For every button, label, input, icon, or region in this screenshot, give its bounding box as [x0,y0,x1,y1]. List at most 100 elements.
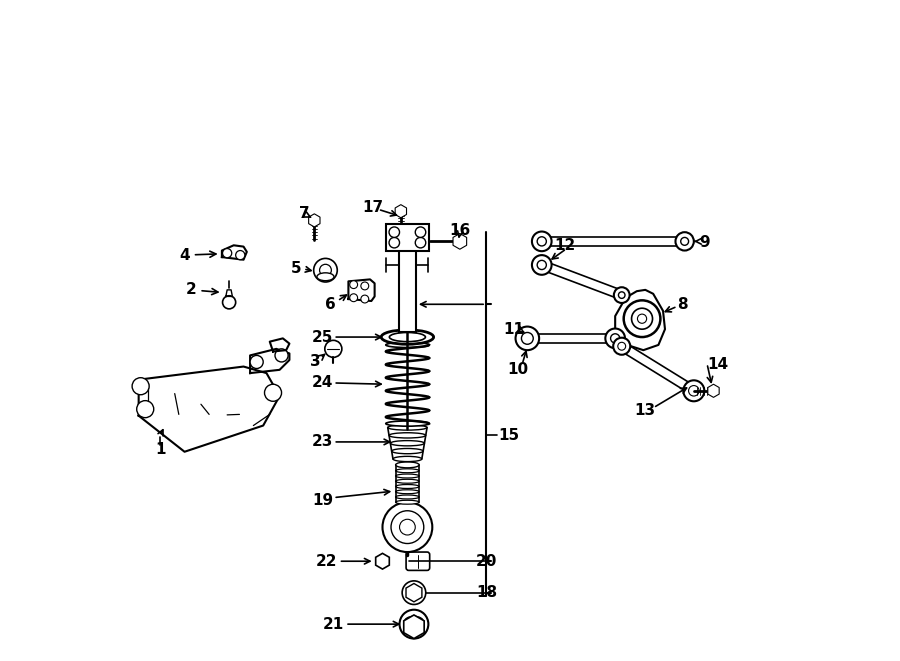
Circle shape [275,349,288,362]
Circle shape [618,292,625,298]
Circle shape [415,237,426,248]
Circle shape [532,231,552,251]
Circle shape [350,281,357,289]
Ellipse shape [396,490,419,494]
Text: 19: 19 [312,493,333,508]
Circle shape [250,356,263,369]
Circle shape [400,520,415,535]
Polygon shape [375,553,390,569]
Text: 16: 16 [449,223,471,239]
Text: 12: 12 [554,238,576,253]
Circle shape [637,314,646,323]
Ellipse shape [396,474,419,478]
Polygon shape [453,233,466,249]
Ellipse shape [391,441,425,446]
Circle shape [532,255,552,275]
Text: 8: 8 [678,297,688,312]
Polygon shape [404,615,424,639]
Circle shape [222,295,236,309]
Circle shape [132,377,149,395]
Circle shape [610,334,620,343]
Circle shape [516,327,539,350]
Polygon shape [616,290,665,350]
Circle shape [614,288,630,303]
Circle shape [379,558,386,564]
Ellipse shape [317,273,334,281]
Text: 5: 5 [291,261,302,276]
Circle shape [137,401,154,418]
Text: 17: 17 [362,200,383,215]
Circle shape [617,342,626,350]
Text: 6: 6 [325,297,336,312]
Ellipse shape [390,332,426,342]
Circle shape [320,264,331,276]
Circle shape [688,385,699,396]
Circle shape [521,332,533,344]
Text: 2: 2 [185,282,218,297]
Text: 10: 10 [508,362,528,377]
Circle shape [361,282,369,290]
Polygon shape [348,280,374,301]
Text: 3: 3 [310,354,321,369]
Polygon shape [406,584,422,602]
Circle shape [537,237,546,246]
Circle shape [606,329,625,348]
Ellipse shape [396,479,419,483]
Ellipse shape [398,538,417,545]
Circle shape [389,227,400,237]
Circle shape [265,384,282,401]
Ellipse shape [404,616,424,628]
Ellipse shape [388,425,427,430]
Text: 22: 22 [316,554,338,568]
Text: 11: 11 [504,322,525,336]
Text: 25: 25 [312,330,333,344]
Circle shape [314,258,338,282]
Circle shape [361,295,369,303]
Circle shape [632,308,652,329]
Ellipse shape [396,462,419,468]
FancyBboxPatch shape [406,552,429,570]
Circle shape [537,260,546,270]
Circle shape [613,338,630,355]
Polygon shape [270,338,290,352]
Text: 24: 24 [312,375,333,391]
Polygon shape [139,367,280,451]
Ellipse shape [396,469,419,473]
Text: 23: 23 [312,434,333,449]
Polygon shape [226,290,232,296]
Circle shape [222,249,231,258]
Circle shape [624,300,661,337]
Circle shape [676,232,694,251]
Circle shape [350,293,357,301]
Polygon shape [222,245,247,260]
Ellipse shape [382,330,434,344]
Ellipse shape [396,495,419,499]
Text: 14: 14 [706,357,728,372]
Ellipse shape [386,342,429,348]
Text: 7: 7 [299,206,310,221]
Ellipse shape [396,485,419,488]
Circle shape [410,589,418,597]
Circle shape [325,340,342,358]
Text: 13: 13 [634,403,656,418]
Ellipse shape [386,421,429,426]
FancyBboxPatch shape [386,224,428,251]
Circle shape [402,581,426,604]
Text: 18: 18 [476,585,498,600]
Text: 9: 9 [699,235,710,249]
Circle shape [680,237,688,245]
Ellipse shape [393,456,422,461]
FancyBboxPatch shape [399,249,416,332]
Ellipse shape [389,433,426,438]
Text: 1: 1 [155,442,166,457]
Circle shape [236,251,245,260]
Ellipse shape [396,500,419,504]
Polygon shape [707,384,719,397]
Circle shape [683,380,705,401]
Circle shape [382,502,432,552]
Text: 15: 15 [498,428,519,443]
Circle shape [389,237,400,248]
Text: 21: 21 [322,617,344,632]
Polygon shape [250,349,290,373]
Text: 4: 4 [179,248,216,262]
